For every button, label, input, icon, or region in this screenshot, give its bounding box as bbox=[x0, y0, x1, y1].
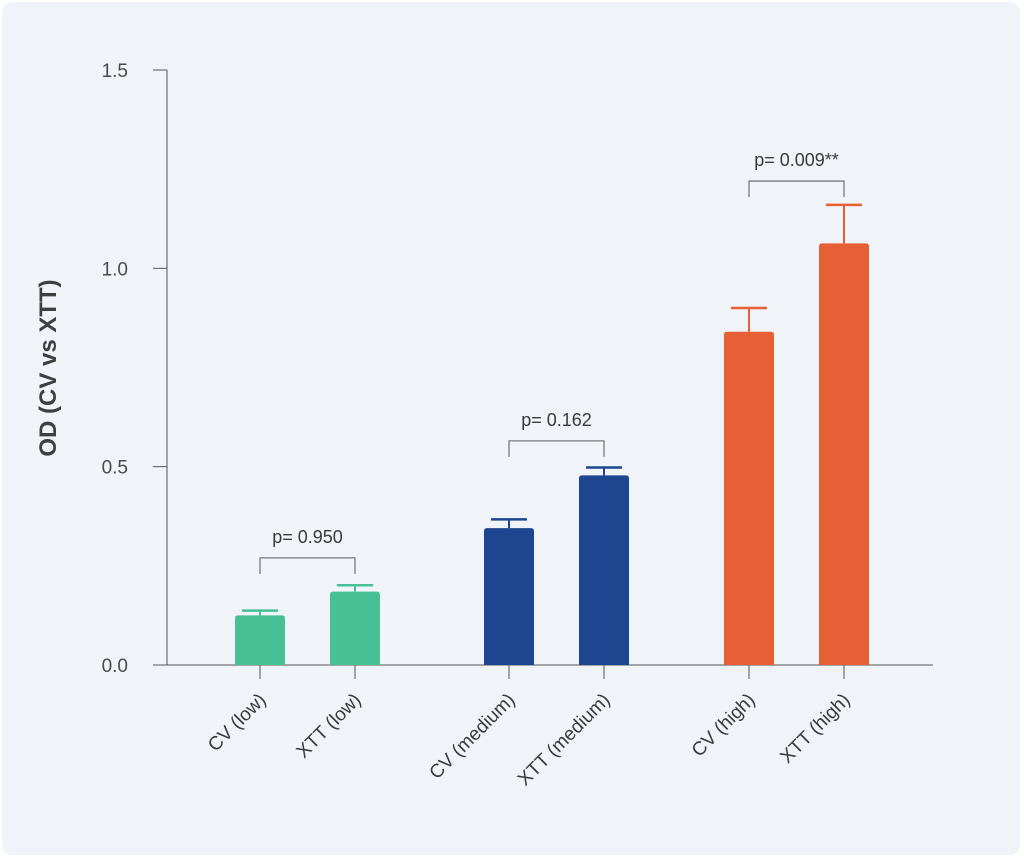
y-tick-label: 1.5 bbox=[102, 61, 128, 82]
x-tick-label: CV (medium) bbox=[426, 690, 520, 784]
y-tick-label: 1.0 bbox=[102, 259, 128, 280]
x-tick-label: CV (high) bbox=[688, 690, 760, 762]
bar bbox=[235, 615, 285, 665]
bar bbox=[724, 331, 774, 665]
bar bbox=[330, 591, 380, 665]
y-tick-label: 0.0 bbox=[102, 656, 128, 677]
x-tick-label: XTT (medium) bbox=[514, 690, 614, 790]
y-tick-label: 0.5 bbox=[102, 458, 128, 479]
x-tick-label: CV (low) bbox=[204, 690, 270, 756]
significance-bracket bbox=[508, 440, 605, 457]
bar bbox=[484, 528, 534, 665]
p-value-label: p= 0.162 bbox=[521, 410, 592, 430]
significance-bracket bbox=[259, 557, 356, 574]
p-value-label: p= 0.009** bbox=[754, 150, 839, 170]
x-tick-label: XTT (high) bbox=[776, 690, 854, 768]
p-value-label: p= 0.950 bbox=[272, 527, 343, 547]
x-tick-label: XTT (low) bbox=[293, 690, 366, 763]
significance-bracket bbox=[748, 180, 845, 198]
bar bbox=[819, 243, 869, 666]
bar bbox=[579, 475, 629, 665]
y-axis-title: OD (CV vs XTT) bbox=[35, 279, 62, 456]
